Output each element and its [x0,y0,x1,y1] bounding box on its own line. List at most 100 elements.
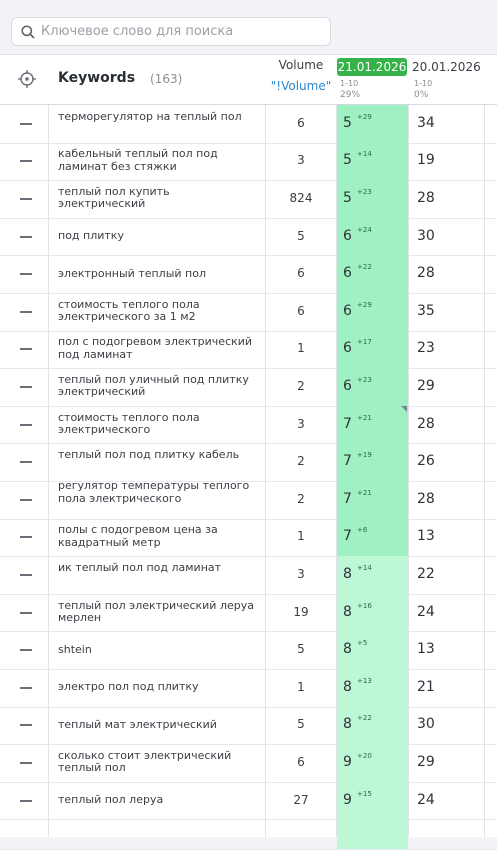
prev-position-value: 28 [417,415,435,432]
prev-position-value: 21 [417,678,435,695]
remove-keyword-icon[interactable] [20,498,32,501]
position-value: 6 [343,377,352,394]
remove-keyword-icon[interactable] [20,573,32,576]
keyword-text: пол с подогревом электрический под ламин… [58,335,253,361]
remove-keyword-icon[interactable] [20,273,32,276]
prev-position-value: 29 [417,377,435,394]
date2-range: 1-10 [414,79,433,88]
volume-value: 1 [297,341,305,356]
position-cell[interactable]: 7 +19 [337,443,408,481]
table-row: электро пол под плитку 1 8 +13 21 [0,669,497,708]
position-cell[interactable]: 8 +22 [337,706,408,745]
prev-position-value: 28 [417,189,435,206]
position-cell[interactable]: 6 +17 [337,330,408,369]
keyword-text: теплый мат электрический [58,717,217,731]
position-cell[interactable]: 7 +21 [337,481,408,519]
position-value: 8 [343,678,352,695]
remove-keyword-icon[interactable] [20,197,32,200]
remove-keyword-icon[interactable] [20,122,32,125]
date1-range: 1-10 [340,79,359,88]
position-change: +13 [357,676,372,685]
remove-keyword-icon[interactable] [20,235,32,238]
search-box[interactable] [11,17,331,46]
position-value: 8 [343,716,352,733]
position-cell[interactable]: 7 +6 [337,518,408,557]
position-cell[interactable]: 9 +20 [337,744,408,782]
date2-percent: 0% [414,90,429,100]
volume-value: 6 [297,115,305,130]
remove-keyword-icon[interactable] [20,536,32,539]
date1-percent: 29% [340,90,361,100]
remove-keyword-icon[interactable] [20,461,32,464]
position-change: +23 [357,375,372,384]
position-cell[interactable]: 8 +5 [337,631,408,669]
table-row: пол с подогревом электрический под ламин… [0,330,497,370]
position-value: 5 [343,152,352,169]
date1-header[interactable]: 21.01.2026 [337,58,407,76]
volume-value: 1 [297,679,305,694]
volume-value: 5 [297,642,305,657]
remove-keyword-icon[interactable] [20,348,32,351]
position-cell[interactable]: 6 +23 [337,368,408,406]
position-cell[interactable]: 8 +14 [337,556,408,594]
position-change: +6 [357,526,368,535]
remove-keyword-icon[interactable] [20,724,32,727]
position-cell[interactable]: 5 +14 [337,142,408,181]
remove-keyword-icon[interactable] [20,686,32,689]
keyword-text: теплый пол уличный под плитку электричес… [58,372,249,399]
volume-value: 824 [289,190,313,205]
volume-value: 6 [297,303,305,318]
position-change: +14 [357,150,372,159]
search-icon [21,24,35,39]
table-row: теплый пол уличный под плитку электричес… [0,368,497,407]
volume-header[interactable]: Volume [278,58,324,72]
position-cell[interactable]: 9 +15 [337,781,408,820]
position-cell[interactable]: 5 +29 [337,105,408,143]
remove-keyword-icon[interactable] [20,310,32,313]
position-cell[interactable]: 8 +13 [337,669,408,707]
position-cell[interactable]: 6 +29 [337,293,408,331]
exact-volume-header[interactable]: "!Volume" [270,79,332,93]
position-change: +22 [357,263,372,272]
position-cell[interactable]: 8 +16 [337,593,408,632]
position-cell[interactable]: 6 +24 [337,217,408,256]
keyword-text: стоимость теплого пола электрического [58,410,200,437]
table-row: терморегулятор на теплый пол 6 5 +29 34 [0,105,497,144]
position-cell[interactable]: 5 +23 [337,180,408,218]
table-row: кабельный теплый пол под ламинат без стя… [0,142,497,182]
prev-position-value: 24 [417,791,435,808]
position-cell[interactable]: 6 +22 [337,255,408,293]
position-cell[interactable] [337,819,408,850]
table-row: под плитку 5 6 +24 30 [0,217,497,257]
position-value: 6 [343,265,352,282]
keyword-text: теплый пол под плитку кабель [58,448,240,462]
table-row: shtein 5 8 +5 13 [0,631,497,670]
table-row: теплый пол под плитку кабель 2 7 +19 26 [0,443,497,482]
date2-header[interactable]: 20.01.2026 [412,60,481,74]
table-row: сколько стоит электрический теплый пол 6 9… [0,744,497,783]
position-change: +23 [357,187,372,196]
table-row: теплый пол электрический леруа мерлен 19 8… [0,593,497,633]
remove-keyword-icon[interactable] [20,611,32,614]
table-row: ик теплый пол под ламинат 3 8 +14 22 [0,556,497,595]
remove-keyword-icon[interactable] [20,423,32,426]
keyword-text: регулятор температуры теплого пола элект… [58,479,250,505]
search-input[interactable] [41,24,311,39]
position-cell[interactable]: 7 +21 [337,405,408,444]
volume-value: 3 [297,566,305,581]
remove-keyword-icon[interactable] [20,649,32,652]
crosshair-icon[interactable] [17,69,37,89]
remove-keyword-icon[interactable] [20,799,32,802]
table-row: теплый пол купить электрический 824 5 +23 28 [0,180,497,219]
position-value: 9 [343,753,352,770]
note-marker-icon[interactable] [401,405,407,412]
keyword-text: полы с подогревом цена за квадратный мет… [58,523,218,549]
remove-keyword-icon[interactable] [20,160,32,163]
keywords-header[interactable]: Keywords [58,70,136,86]
position-change: +15 [357,789,372,798]
position-change: +21 [357,488,372,497]
volume-value: 5 [297,717,305,732]
remove-keyword-icon[interactable] [20,385,32,388]
remove-keyword-icon[interactable] [20,761,32,764]
table-header: Keywords (163) Volume "!Volume" 21.01.20… [0,55,497,105]
